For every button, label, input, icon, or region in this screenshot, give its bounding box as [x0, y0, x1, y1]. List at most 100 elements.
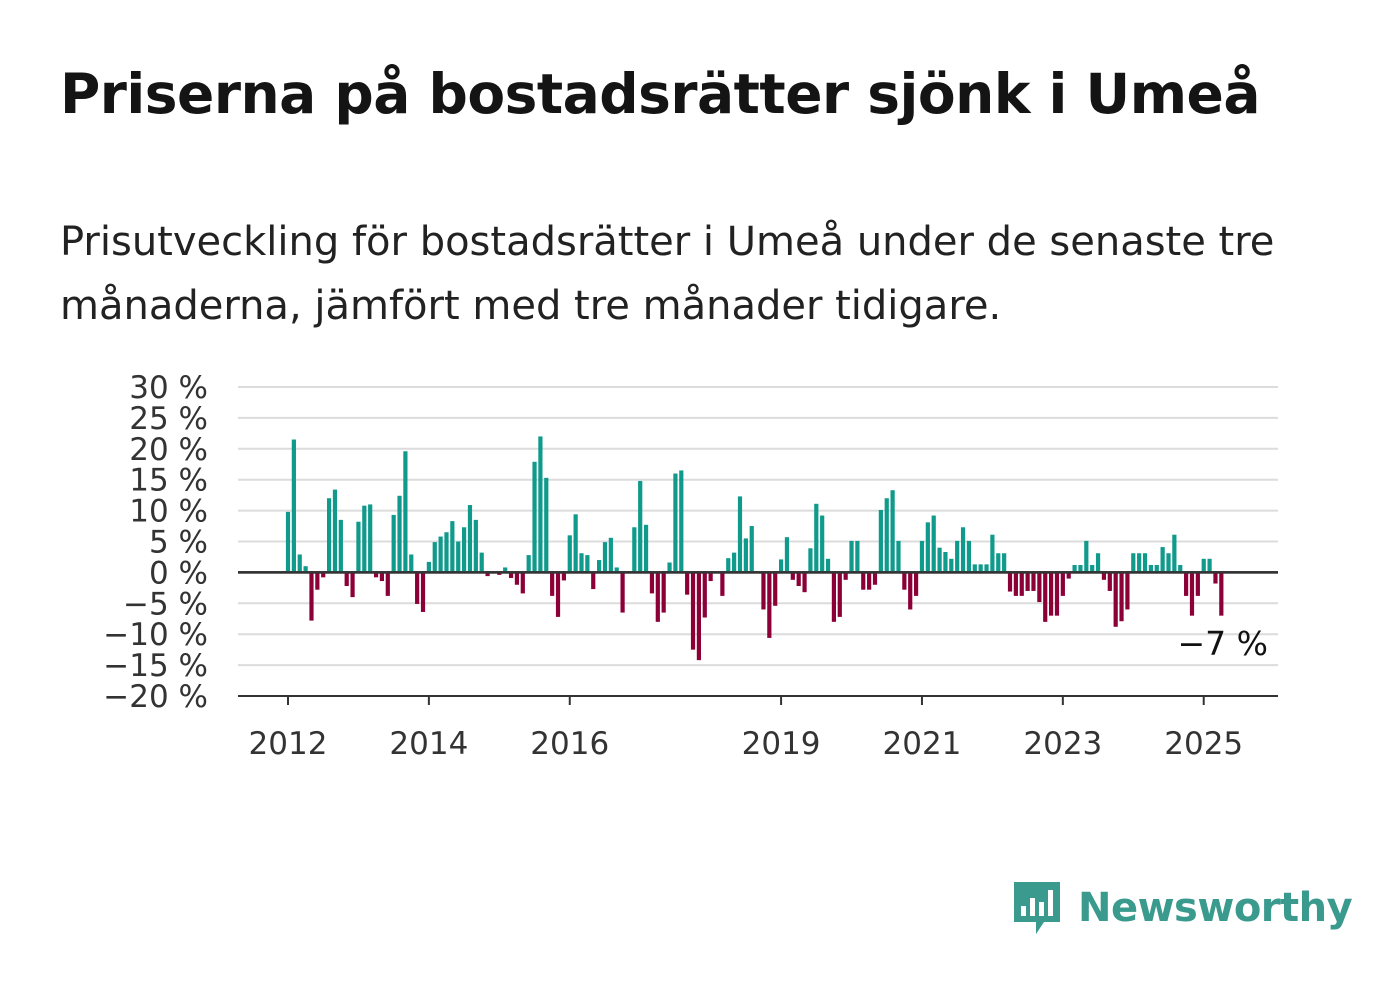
bar	[450, 521, 455, 573]
bar	[1184, 572, 1189, 596]
bar	[814, 503, 819, 573]
y-tick-label: −20 %	[103, 679, 208, 715]
x-axis-ticks: 2012 2014 2016 2019 2021 2023 2025	[249, 696, 1243, 762]
bar	[943, 552, 948, 573]
x-tick-label: 2016	[530, 726, 609, 762]
bar	[696, 572, 701, 661]
bar	[673, 473, 678, 573]
bar	[931, 515, 936, 573]
bar	[761, 572, 766, 610]
bar	[373, 572, 379, 578]
bar	[561, 572, 566, 581]
bar	[649, 572, 655, 594]
bar	[1142, 553, 1148, 573]
bar	[432, 542, 437, 573]
chart-subtitle: Prisutveckling för bostadsrätter i Umeå …	[60, 219, 1275, 329]
bar	[1166, 553, 1171, 573]
grid-lines	[238, 386, 1278, 697]
bar	[831, 572, 837, 622]
bar	[620, 572, 625, 613]
bar	[1066, 572, 1071, 579]
bar	[1007, 572, 1013, 592]
bar	[1072, 564, 1077, 573]
bar	[702, 572, 707, 618]
bar	[591, 572, 596, 590]
bar	[978, 564, 983, 573]
bar	[538, 436, 543, 573]
bar	[1002, 553, 1007, 573]
bar	[690, 572, 696, 650]
bar	[872, 572, 878, 585]
y-tick-label: 20 %	[129, 432, 208, 468]
y-tick-label: −10 %	[103, 617, 208, 653]
newsworthy-logo-icon	[1014, 882, 1060, 934]
y-axis-ticks: 30 %25 %20 %15 %10 %5 %0 %−5 %−10 %−15 %…	[103, 370, 208, 715]
bar	[1195, 572, 1200, 596]
bar	[902, 572, 907, 590]
bar	[385, 572, 390, 596]
y-tick-label: 0 %	[149, 555, 208, 591]
bar	[479, 552, 484, 573]
bar	[1095, 553, 1101, 573]
bar	[350, 572, 355, 598]
bar	[1131, 553, 1136, 573]
bar	[403, 451, 408, 573]
x-tick-label: 2021	[883, 726, 962, 762]
y-tick-label: 5 %	[149, 525, 208, 561]
bar	[1160, 547, 1165, 573]
bar	[1049, 572, 1054, 616]
brand-name: Newsworthy	[1078, 885, 1353, 931]
bar	[1213, 572, 1218, 584]
bar	[555, 572, 561, 617]
bar	[661, 572, 666, 613]
bar	[462, 527, 467, 573]
bar	[1172, 534, 1177, 573]
bar	[285, 511, 291, 573]
bar	[1090, 564, 1095, 573]
bar	[532, 461, 537, 573]
bar	[1037, 572, 1042, 603]
bar	[597, 560, 602, 573]
bar	[643, 524, 649, 573]
bar	[508, 572, 514, 578]
bar	[326, 498, 332, 573]
bar	[1154, 564, 1159, 573]
bar	[1054, 572, 1060, 616]
bar	[732, 552, 737, 573]
bar	[632, 527, 637, 573]
bar	[391, 514, 396, 573]
bar	[790, 572, 795, 580]
bar	[908, 572, 913, 610]
x-tick-label: 2014	[389, 726, 468, 762]
bar	[362, 505, 367, 573]
bar	[955, 540, 960, 573]
bar	[1043, 572, 1048, 622]
bars	[238, 436, 1278, 661]
bar	[808, 548, 813, 573]
bar	[608, 537, 613, 573]
x-tick-label: 2025	[1164, 726, 1243, 762]
bar	[602, 542, 608, 573]
x-tick-label: 2019	[742, 726, 821, 762]
bar	[309, 572, 314, 621]
bar	[743, 538, 748, 573]
bar	[438, 536, 443, 573]
bar	[708, 572, 713, 582]
bar	[503, 567, 508, 573]
bar	[667, 562, 672, 573]
bar	[1078, 564, 1083, 573]
bar	[966, 540, 972, 573]
bar	[426, 561, 431, 573]
bar	[1125, 572, 1130, 610]
bar	[415, 572, 420, 604]
x-tick-label: 2012	[249, 726, 328, 762]
bar	[1025, 572, 1030, 591]
bar	[303, 566, 308, 573]
bar	[1207, 558, 1212, 573]
bar	[990, 534, 995, 573]
brand-logo: Newsworthy	[1010, 878, 1353, 938]
bar	[778, 559, 784, 573]
bar	[315, 572, 320, 590]
bar	[1148, 564, 1153, 573]
